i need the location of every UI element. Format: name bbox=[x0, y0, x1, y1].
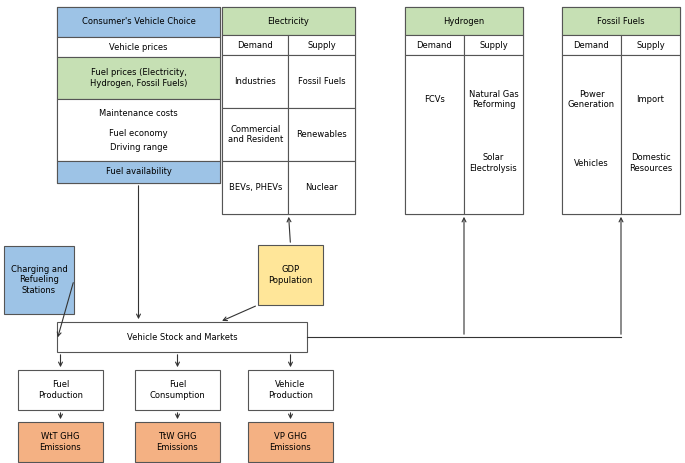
Bar bbox=[222, 7, 355, 214]
Bar bbox=[18, 370, 103, 410]
Text: Vehicle Stock and Markets: Vehicle Stock and Markets bbox=[127, 332, 237, 342]
Text: WtT GHG
Emissions: WtT GHG Emissions bbox=[40, 432, 82, 452]
Bar bbox=[562, 35, 621, 55]
Text: Fuel availability: Fuel availability bbox=[105, 168, 171, 176]
Text: Fossil Fuels: Fossil Fuels bbox=[597, 17, 645, 25]
Bar bbox=[562, 7, 680, 35]
Bar bbox=[405, 7, 523, 214]
Bar bbox=[248, 422, 333, 462]
Text: GDP
Population: GDP Population bbox=[269, 265, 312, 285]
Text: Demand: Demand bbox=[416, 40, 452, 50]
Text: Fuel economy: Fuel economy bbox=[109, 130, 168, 138]
Text: Driving range: Driving range bbox=[110, 144, 167, 152]
Bar bbox=[562, 55, 621, 214]
Text: Maintenance costs: Maintenance costs bbox=[99, 108, 178, 118]
Bar bbox=[222, 108, 288, 161]
Bar bbox=[222, 55, 288, 108]
Bar bbox=[57, 7, 220, 37]
Bar bbox=[562, 7, 680, 214]
Bar bbox=[288, 55, 355, 108]
Text: FCVs: FCVs bbox=[424, 95, 445, 104]
Bar bbox=[222, 7, 355, 35]
Text: Consumer's Vehicle Choice: Consumer's Vehicle Choice bbox=[82, 18, 195, 26]
Text: Fuel
Consumption: Fuel Consumption bbox=[149, 380, 206, 400]
Text: Vehicles: Vehicles bbox=[574, 159, 609, 168]
Bar bbox=[4, 246, 74, 314]
Text: Vehicle prices: Vehicle prices bbox=[109, 43, 168, 51]
Text: Hydrogen: Hydrogen bbox=[443, 17, 484, 25]
Text: Solar
Electrolysis: Solar Electrolysis bbox=[470, 153, 517, 173]
Text: Demand: Demand bbox=[573, 40, 610, 50]
Text: Charging and
Refueling
Stations: Charging and Refueling Stations bbox=[11, 265, 67, 295]
Bar bbox=[288, 108, 355, 161]
Text: Fuel prices (Electricity,
Hydrogen, Fossil Fuels): Fuel prices (Electricity, Hydrogen, Foss… bbox=[90, 69, 187, 88]
Bar bbox=[258, 245, 323, 305]
Text: Vehicle
Production: Vehicle Production bbox=[268, 380, 313, 400]
Bar bbox=[464, 35, 523, 55]
Bar bbox=[57, 57, 220, 99]
Bar bbox=[222, 35, 288, 55]
Bar bbox=[464, 55, 523, 214]
Bar bbox=[57, 99, 220, 161]
Text: Power
Generation: Power Generation bbox=[568, 90, 615, 109]
Bar bbox=[621, 35, 680, 55]
Text: Commercial
and Resident: Commercial and Resident bbox=[227, 125, 283, 144]
Text: BEVs, PHEVs: BEVs, PHEVs bbox=[229, 183, 282, 192]
Text: Renewables: Renewables bbox=[297, 130, 347, 139]
Text: Fuel
Production: Fuel Production bbox=[38, 380, 83, 400]
Text: Import: Import bbox=[636, 95, 664, 104]
Text: Demand: Demand bbox=[238, 40, 273, 50]
Bar bbox=[222, 161, 288, 214]
Bar bbox=[405, 55, 464, 214]
Bar bbox=[288, 161, 355, 214]
Bar bbox=[621, 55, 680, 214]
Bar bbox=[57, 161, 220, 183]
Text: Natural Gas
Reforming: Natural Gas Reforming bbox=[469, 90, 519, 109]
Text: Supply: Supply bbox=[308, 40, 336, 50]
Text: Nuclear: Nuclear bbox=[306, 183, 338, 192]
Bar bbox=[405, 35, 464, 55]
Text: Supply: Supply bbox=[636, 40, 665, 50]
Text: Electricity: Electricity bbox=[268, 17, 310, 25]
Text: Domestic
Resources: Domestic Resources bbox=[629, 153, 672, 173]
Text: VP GHG
Emissions: VP GHG Emissions bbox=[270, 432, 312, 452]
Text: Supply: Supply bbox=[479, 40, 508, 50]
Text: Fossil Fuels: Fossil Fuels bbox=[298, 77, 345, 86]
Bar bbox=[135, 370, 220, 410]
Bar bbox=[57, 37, 220, 57]
Bar bbox=[135, 422, 220, 462]
Bar bbox=[18, 422, 103, 462]
Bar bbox=[405, 7, 523, 35]
Bar bbox=[57, 322, 307, 352]
Bar bbox=[248, 370, 333, 410]
Text: TtW GHG
Emissions: TtW GHG Emissions bbox=[157, 432, 199, 452]
Bar bbox=[288, 35, 355, 55]
Bar bbox=[57, 7, 220, 183]
Text: Industries: Industries bbox=[234, 77, 276, 86]
